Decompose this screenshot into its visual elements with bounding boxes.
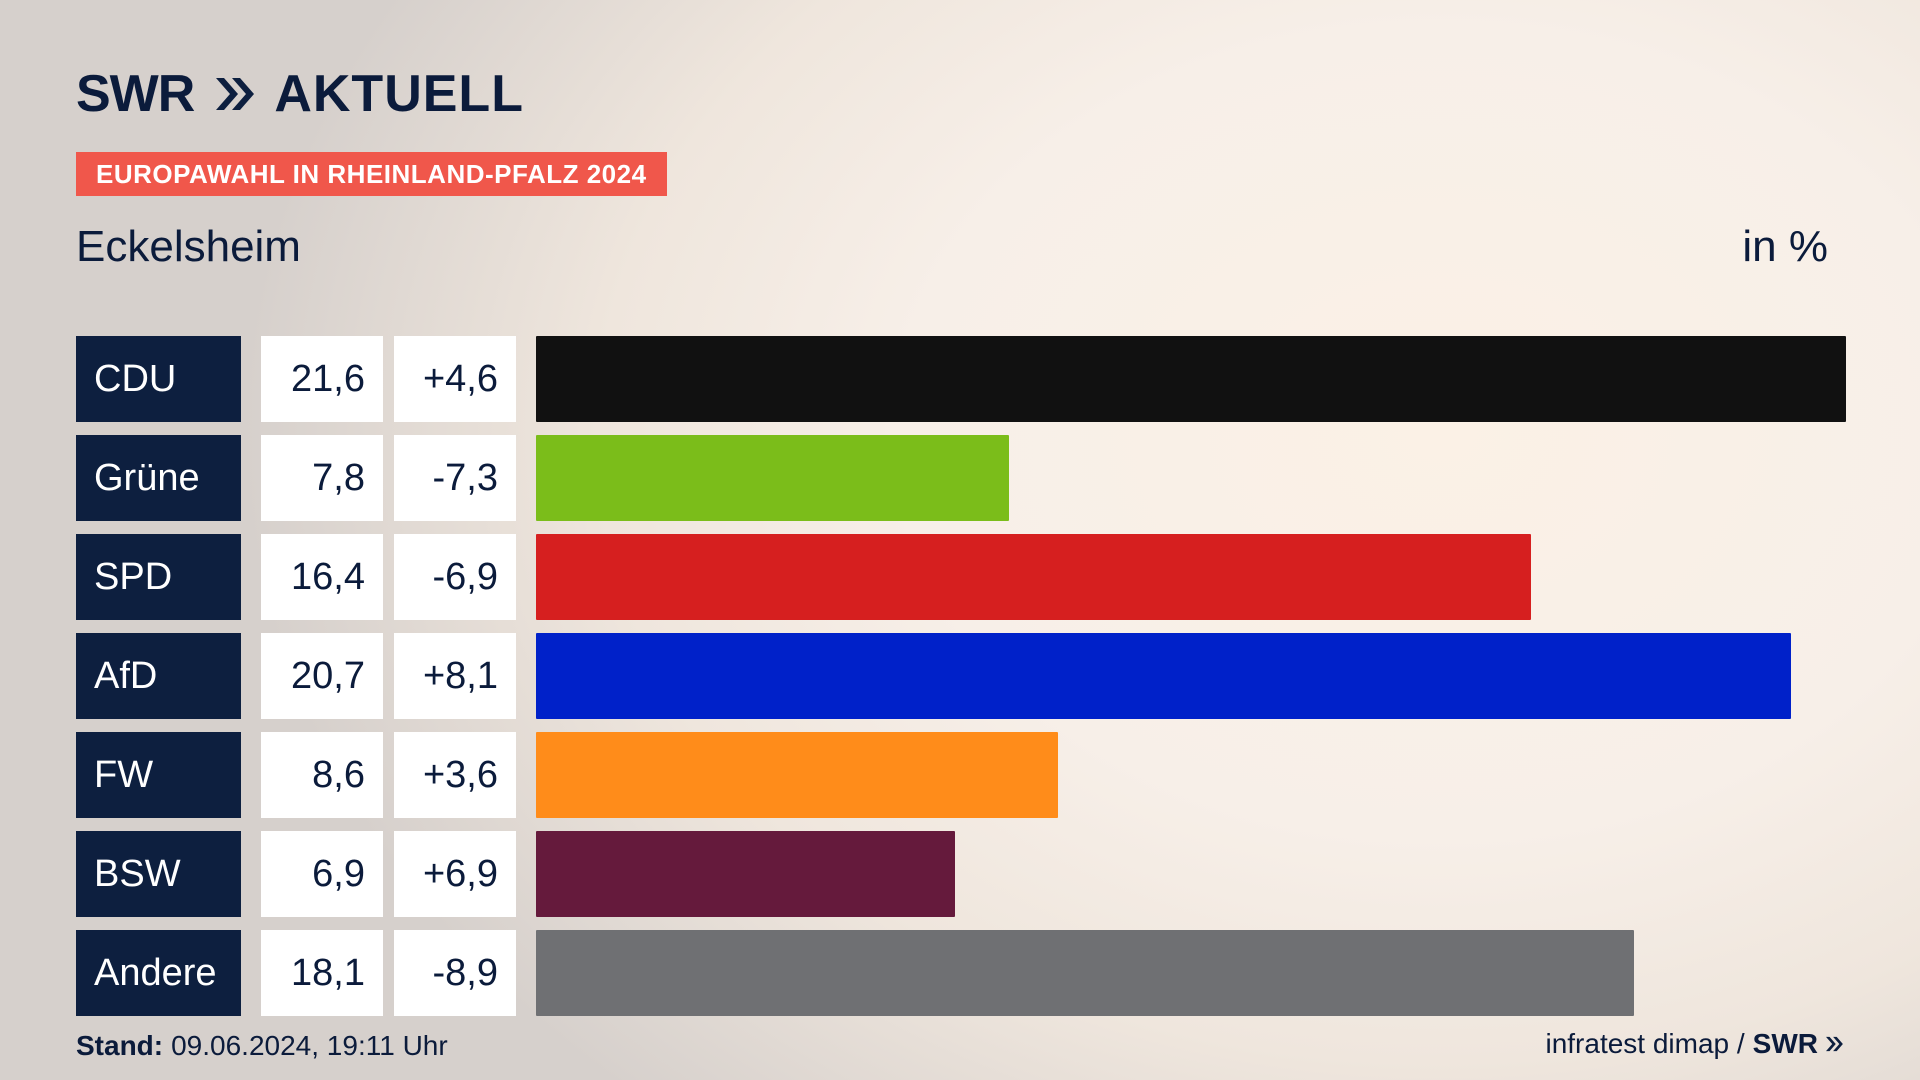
table-row: Grüne 7,8 -7,3 <box>76 435 1846 521</box>
bar-track <box>536 336 1846 422</box>
table-row: Andere 18,1 -8,9 <box>76 930 1846 1016</box>
bar-fw <box>536 732 1058 818</box>
party-change: +6,9 <box>394 831 516 917</box>
party-name: Andere <box>76 930 241 1016</box>
double-chevron-right-icon <box>216 78 255 110</box>
source-text: infratest dimap / <box>1545 1028 1745 1059</box>
bar-track <box>536 534 1846 620</box>
bar-track <box>536 435 1846 521</box>
source-brand: SWR <box>1752 1028 1818 1059</box>
party-value: 16,4 <box>261 534 383 620</box>
party-value: 8,6 <box>261 732 383 818</box>
bar-track <box>536 633 1846 719</box>
table-row: AfD 20,7 +8,1 <box>76 633 1846 719</box>
party-change: +8,1 <box>394 633 516 719</box>
party-change: -8,9 <box>394 930 516 1016</box>
bar-track <box>536 732 1846 818</box>
bar-track <box>536 930 1846 1016</box>
party-value: 20,7 <box>261 633 383 719</box>
bar-bsw <box>536 831 955 917</box>
party-name: Grüne <box>76 435 241 521</box>
stand-value: 09.06.2024, 19:11 Uhr <box>171 1030 448 1061</box>
stand-label: Stand: <box>76 1030 164 1061</box>
party-value: 18,1 <box>261 930 383 1016</box>
aktuell-logo-text: AKTUELL <box>274 65 524 123</box>
table-row: SPD 16,4 -6,9 <box>76 534 1846 620</box>
party-value: 6,9 <box>261 831 383 917</box>
bar-track <box>536 831 1846 917</box>
party-change: +4,6 <box>394 336 516 422</box>
bar-afd <box>536 633 1792 719</box>
party-name: BSW <box>76 831 241 917</box>
place-name: Eckelsheim <box>76 222 301 271</box>
swr-aktuell-logo: SWR AKTUELL <box>76 64 524 124</box>
party-value: 7,8 <box>261 435 383 521</box>
results-table: CDU 21,6 +4,6 Grüne 7,8 -7,3 SPD 16,4 -6… <box>76 336 1846 1029</box>
party-name: SPD <box>76 534 241 620</box>
unit-label: in % <box>1742 222 1828 271</box>
table-row: CDU 21,6 +4,6 <box>76 336 1846 422</box>
party-name: AfD <box>76 633 241 719</box>
bar-andere <box>536 930 1634 1016</box>
table-row: FW 8,6 +3,6 <box>76 732 1846 818</box>
party-change: +3,6 <box>394 732 516 818</box>
table-row: BSW 6,9 +6,9 <box>76 831 1846 917</box>
swr-logo-text: SWR <box>76 65 195 123</box>
bar-spd <box>536 534 1531 620</box>
bar-gruene <box>536 435 1010 521</box>
timestamp: Stand: 09.06.2024, 19:11 Uhr <box>76 1030 448 1062</box>
party-name: CDU <box>76 336 241 422</box>
party-name: FW <box>76 732 241 818</box>
party-value: 21,6 <box>261 336 383 422</box>
election-badge: EUROPAWAHL IN RHEINLAND-PFALZ 2024 <box>76 152 667 196</box>
source-credit: infratest dimap / SWR <box>1545 1028 1844 1060</box>
double-chevron-right-icon <box>1826 1036 1843 1052</box>
bar-cdu <box>536 336 1846 422</box>
party-change: -6,9 <box>394 534 516 620</box>
party-change: -7,3 <box>394 435 516 521</box>
